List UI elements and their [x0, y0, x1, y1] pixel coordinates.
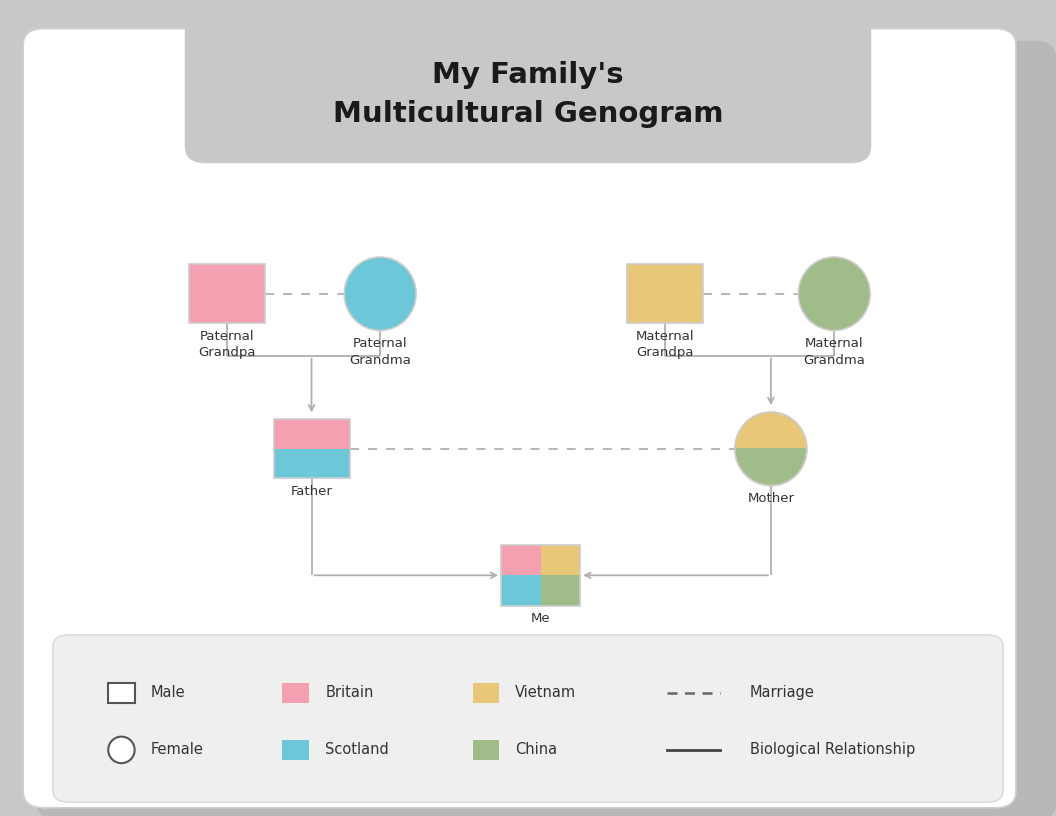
Text: Marriage: Marriage — [750, 685, 814, 700]
Text: Maternal
Grandpa: Maternal Grandpa — [636, 330, 695, 359]
FancyBboxPatch shape — [53, 635, 1003, 802]
Bar — [189, 264, 265, 323]
Bar — [283, 739, 309, 761]
Bar — [541, 545, 581, 575]
Bar — [473, 682, 499, 703]
Bar — [541, 575, 581, 605]
FancyBboxPatch shape — [23, 29, 1016, 808]
Bar — [109, 682, 135, 703]
Text: Mother: Mother — [748, 492, 794, 505]
Text: Paternal
Grandpa: Paternal Grandpa — [199, 330, 256, 359]
Polygon shape — [735, 412, 807, 449]
Text: Biological Relationship: Biological Relationship — [750, 743, 914, 757]
Bar — [473, 739, 499, 761]
Ellipse shape — [798, 257, 870, 330]
Bar — [274, 419, 350, 478]
Ellipse shape — [109, 737, 135, 763]
Bar — [627, 264, 703, 323]
Text: Male: Male — [151, 685, 186, 700]
FancyBboxPatch shape — [37, 41, 1056, 816]
Text: My Family's: My Family's — [432, 61, 624, 89]
Text: China: China — [515, 743, 558, 757]
Bar — [274, 449, 350, 478]
Text: Maternal
Grandma: Maternal Grandma — [804, 337, 865, 366]
Bar — [283, 682, 309, 703]
Text: Me: Me — [531, 612, 550, 625]
Text: Vietnam: Vietnam — [515, 685, 577, 700]
Bar — [502, 575, 541, 605]
Text: Britain: Britain — [325, 685, 374, 700]
Bar — [502, 545, 581, 605]
Text: Father: Father — [290, 485, 333, 498]
FancyBboxPatch shape — [185, 4, 871, 163]
Polygon shape — [735, 449, 807, 486]
Ellipse shape — [344, 257, 416, 330]
Text: Multicultural Genogram: Multicultural Genogram — [333, 100, 723, 128]
Text: Paternal
Grandma: Paternal Grandma — [350, 337, 411, 366]
Bar — [274, 419, 350, 449]
Text: Female: Female — [151, 743, 204, 757]
Text: Scotland: Scotland — [325, 743, 389, 757]
Bar — [502, 545, 541, 575]
